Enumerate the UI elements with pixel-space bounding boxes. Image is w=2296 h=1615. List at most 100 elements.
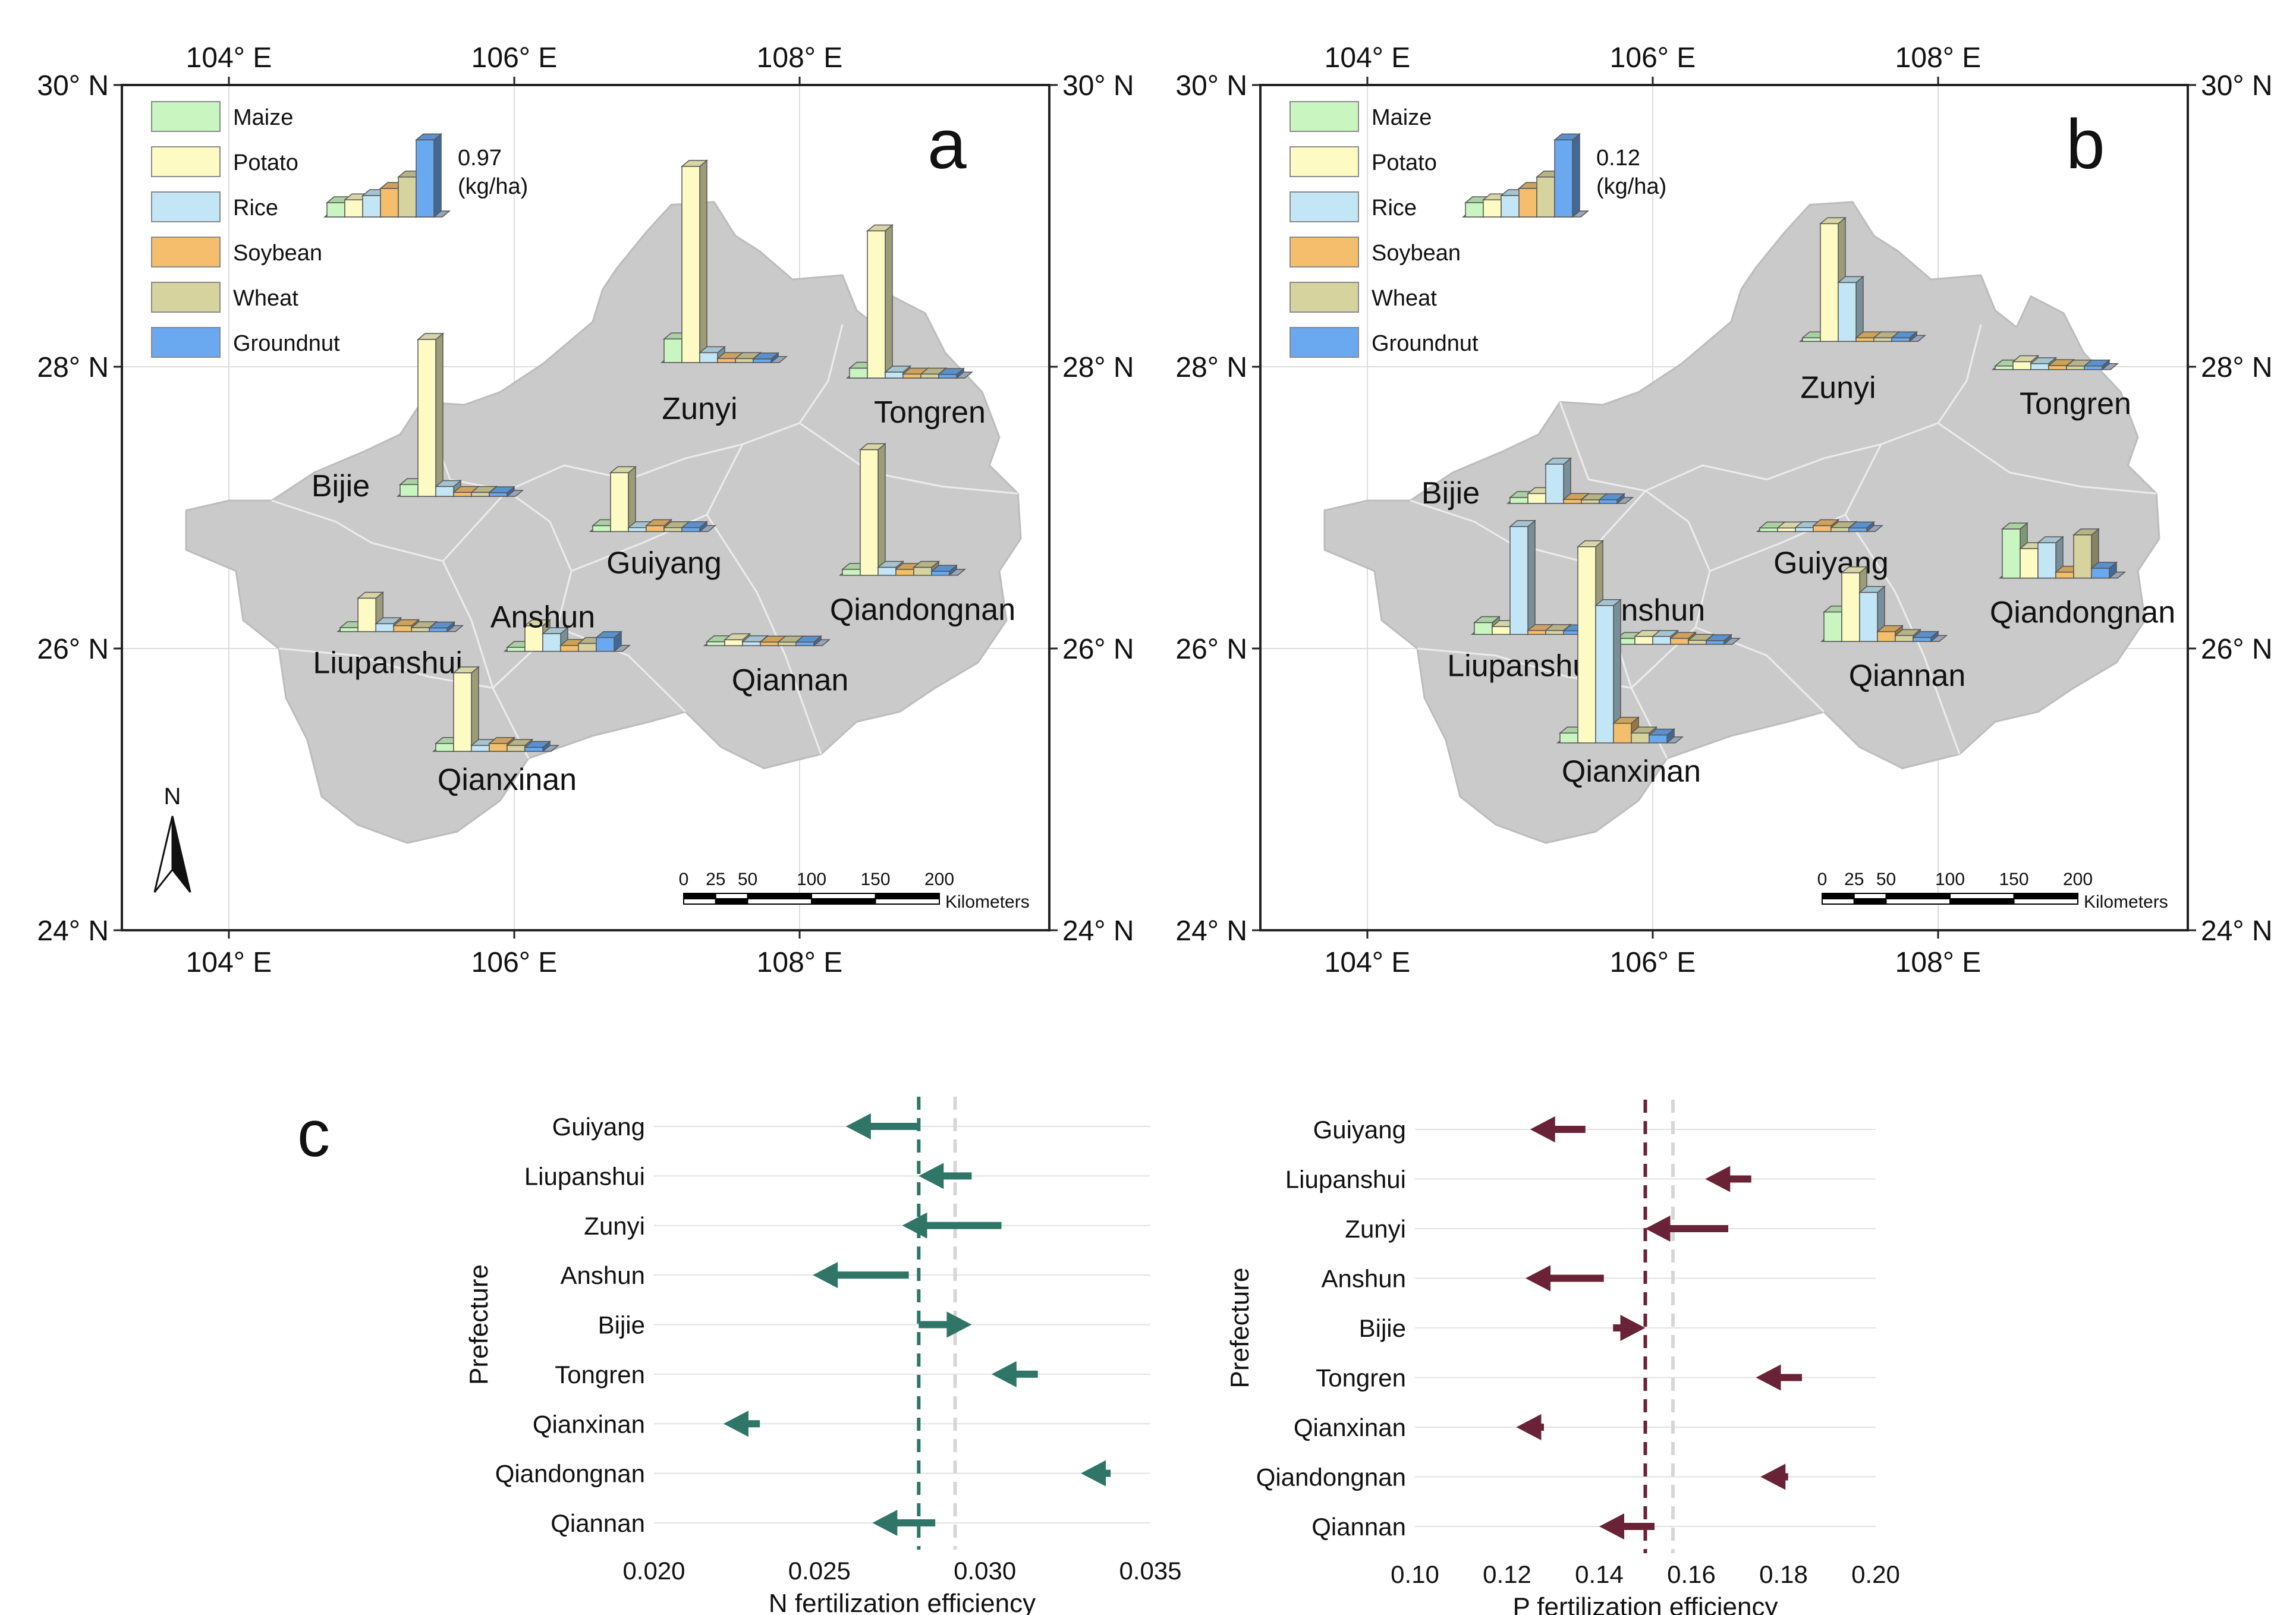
bar-soybean — [1563, 499, 1582, 504]
legend-swatch-potato — [151, 146, 221, 177]
lat-tick-label-right: 28° N — [1062, 352, 1134, 383]
bar-maize — [706, 641, 725, 647]
lat-tick-label-right: 30° N — [2201, 70, 2273, 102]
bar-soybean — [489, 743, 508, 752]
bar-wheat — [471, 492, 490, 497]
legend-label-wheat: Wheat — [1372, 286, 1437, 311]
arrow-head-zunyi — [902, 1212, 927, 1239]
scale-bar-segment — [2013, 893, 2078, 899]
bar-rice — [628, 527, 647, 533]
bar-groundnut — [1599, 499, 1618, 504]
bar-group-guiyang — [1756, 518, 1884, 533]
bar-wheat — [663, 527, 682, 533]
arrow-head-qianxinan — [723, 1411, 748, 1437]
bar-soybean — [760, 641, 779, 647]
category-label-tongren: Tongren — [555, 1361, 645, 1389]
prefecture-boundary — [706, 514, 822, 755]
scale-bar-segment — [1853, 893, 1887, 899]
bar-soybean — [2048, 365, 2067, 370]
arrow-head-liupanshui — [1705, 1166, 1731, 1192]
bar-rice — [1859, 591, 1878, 642]
bar-potato — [1777, 527, 1796, 533]
p-efficiency-chart: Guiyang Liupanshui Zunyi Anshun Bijie Tongren… — [1225, 1100, 1900, 1615]
arrow-head-bijie — [1620, 1315, 1646, 1341]
bar-soybean — [902, 373, 921, 379]
category-label-qiandongnan: Qiandongnan — [495, 1460, 645, 1488]
lat-tick-label-left: 26° N — [1175, 634, 1247, 665]
scale-tick-label: 200 — [924, 870, 954, 889]
bar-group-zunyi — [1798, 216, 1927, 342]
lon-tick-label-top: 104° E — [1325, 42, 1411, 74]
legend-label-potato: Potato — [1372, 150, 1437, 175]
bar-rice — [375, 623, 394, 632]
lon-tick-label-bottom: 104° E — [186, 947, 272, 978]
bar-potato — [1492, 626, 1511, 635]
bar-rice — [362, 195, 381, 218]
lat-tick-label-left: 28° N — [1175, 352, 1247, 383]
bar-group-liupanshui — [336, 591, 464, 633]
scale-bar-segment — [1949, 898, 2015, 905]
bar-side-potato — [877, 442, 886, 577]
scale-bar-segment — [1885, 893, 1951, 899]
arrow-head-liupanshui — [919, 1163, 944, 1189]
bar-soybean — [393, 625, 412, 632]
bar-soybean — [895, 569, 914, 576]
scale-tick-label: 25 — [706, 870, 725, 889]
scale-tick-label: 150 — [860, 870, 890, 889]
bar-group-tongren — [845, 223, 974, 379]
category-label-qiannan: Qiannan — [551, 1509, 645, 1537]
unit-value: 0.12 — [1596, 146, 1640, 171]
prefecture-boundary — [442, 561, 494, 688]
bar-groundnut — [1649, 734, 1668, 744]
scale-bar-segment — [715, 893, 748, 899]
prefecture-label-anshun: Anshun — [490, 600, 595, 635]
arrow-head-guiyang — [1530, 1116, 1555, 1142]
arrow-head-qiandongnan — [1081, 1460, 1106, 1487]
category-label-guiyang: Guiyang — [1313, 1116, 1406, 1144]
lon-tick-label-top: 108° E — [757, 42, 843, 74]
bar-soybean — [453, 492, 472, 497]
scale-bar-segment — [683, 893, 716, 899]
scale-bar-segment — [747, 893, 812, 899]
bar-group-scale — [323, 133, 451, 218]
bar-wheat — [507, 745, 526, 752]
legend-swatch-maize — [1289, 101, 1359, 132]
legend-label-potato: Potato — [233, 150, 298, 175]
bar-rice — [471, 745, 490, 752]
bar-rice — [1501, 195, 1520, 218]
bar-wheat — [1581, 499, 1600, 504]
bar-groundnut — [1891, 337, 1910, 342]
x-tick-label: 0.20 — [1851, 1560, 1900, 1588]
y-axis-title: Prefecture — [1225, 1268, 1254, 1389]
bar-maize — [663, 338, 682, 363]
prefecture-label-liupanshui: Liupanshui — [313, 646, 463, 681]
bar-rice — [1838, 282, 1857, 342]
bar-rice — [742, 641, 761, 647]
bar-maize — [326, 202, 345, 218]
bar-potato — [357, 597, 376, 632]
bar-wheat — [1688, 640, 1707, 645]
bar-side-rice — [1527, 520, 1536, 635]
category-label-zunyi: Zunyi — [584, 1212, 645, 1240]
legend-label-groundnut: Groundnut — [233, 331, 340, 356]
lat-tick-label-left: 30° N — [1175, 70, 1247, 102]
prefecture-label-qianxinan: Qianxinan — [438, 763, 577, 797]
scale-tick-label: 150 — [1999, 870, 2028, 889]
arrow-head-qianxinan — [1516, 1414, 1542, 1440]
lat-tick-label-right: 24° N — [2201, 915, 2273, 947]
lon-tick-label-bottom: 108° E — [757, 947, 843, 978]
bar-rice — [877, 566, 897, 576]
lat-tick-label-right: 30° N — [1062, 70, 1134, 102]
scale-bar-segment — [875, 898, 940, 905]
lat-tick-label-left: 24° N — [1175, 915, 1247, 947]
lat-tick-label-left: 26° N — [37, 634, 109, 665]
bar-side-potato — [699, 159, 707, 364]
unit-label: (kg/ha) — [1596, 174, 1666, 199]
prefecture-label-qiannan: Qiannan — [732, 663, 849, 697]
bar-groundnut — [753, 358, 772, 363]
prefecture-boundary — [271, 490, 508, 562]
prefecture-label-qiandongnan: Qiandongnan — [1990, 596, 2175, 630]
bar-side-potato — [628, 465, 636, 533]
bar-rice — [1652, 635, 1671, 645]
scale-bar-segment — [715, 898, 748, 905]
